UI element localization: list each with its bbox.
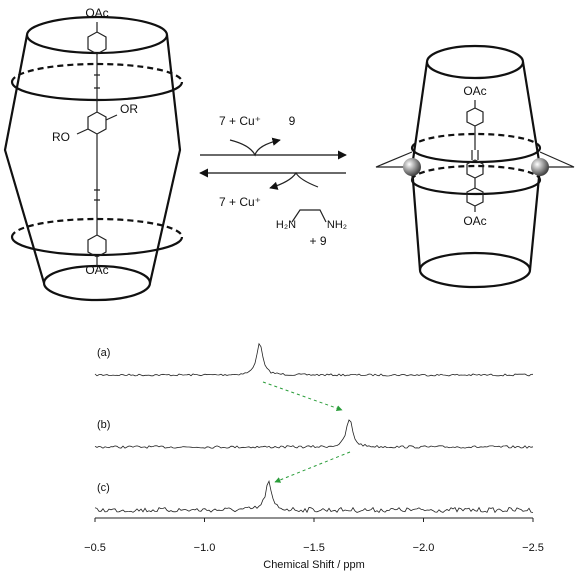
label: 7 + Cu⁺ bbox=[219, 195, 261, 209]
x-axis-label: Chemical Shift / ppm bbox=[263, 559, 364, 571]
equilibrium-arrows bbox=[199, 137, 347, 223]
x-tick-label: −0.5 bbox=[84, 542, 106, 554]
x-tick-label: −2.0 bbox=[413, 542, 435, 554]
label: OAc bbox=[463, 214, 486, 228]
label: NH₂ bbox=[327, 219, 347, 231]
spectra bbox=[95, 381, 533, 519]
series-label: (c) bbox=[97, 482, 110, 494]
label: OAc bbox=[463, 84, 486, 98]
label: 7 + Cu⁺ bbox=[219, 114, 261, 128]
label: + 9 bbox=[309, 234, 326, 248]
x-tick-label: −2.5 bbox=[522, 542, 544, 554]
left-capsule bbox=[3, 15, 184, 302]
right-capsule bbox=[375, 44, 575, 289]
series-label: (b) bbox=[97, 419, 110, 431]
x-tick-label: −1.0 bbox=[194, 542, 216, 554]
spectrum-trace bbox=[94, 342, 534, 377]
label: OAc bbox=[85, 263, 108, 277]
label: OAc bbox=[85, 6, 108, 20]
x-tick-label: −1.5 bbox=[303, 542, 325, 554]
spectrum-trace bbox=[94, 479, 534, 514]
label: H₂N bbox=[276, 219, 296, 231]
spectrum-trace bbox=[94, 419, 534, 449]
label: RO bbox=[52, 130, 70, 144]
label: 9 bbox=[289, 114, 296, 128]
label: OR bbox=[120, 102, 138, 116]
series-label: (a) bbox=[97, 347, 110, 359]
